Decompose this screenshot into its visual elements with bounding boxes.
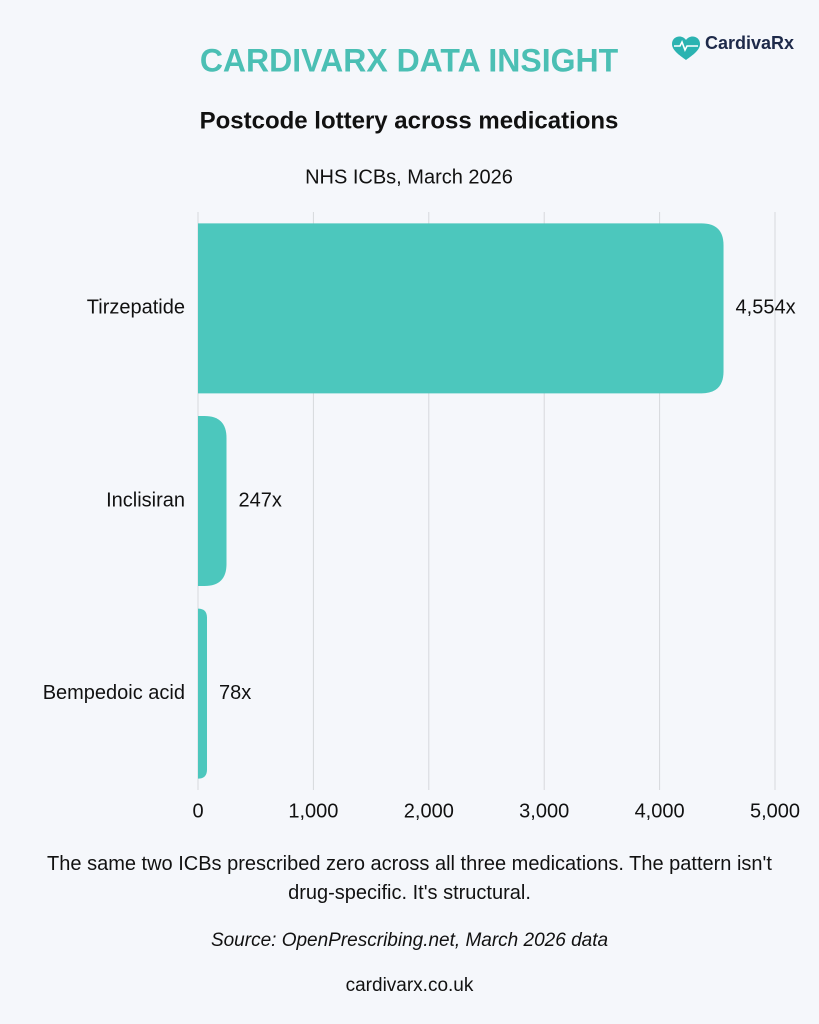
bar <box>198 223 724 394</box>
x-tick-label: 2,000 <box>404 800 454 822</box>
bar <box>198 608 208 779</box>
data-label: 4,554x <box>736 297 796 319</box>
x-tick-label: 1,000 <box>288 800 338 822</box>
data-label: 247x <box>239 489 282 511</box>
source: Source: OpenPrescribing.net, March 2026 … <box>210 930 609 951</box>
x-tick-label: 4,000 <box>635 800 685 822</box>
chart-subtitle: NHS ICBs, March 2026 <box>305 166 513 188</box>
y-tick-label: Tirzepatide <box>87 297 185 319</box>
website: cardivarx.co.uk <box>345 975 474 996</box>
bar <box>198 416 227 586</box>
x-tick-label: 0 <box>192 800 203 822</box>
x-tick-label: 5,000 <box>750 800 800 822</box>
data-label: 78x <box>219 682 251 704</box>
y-tick-label: Bempedoic acid <box>43 682 185 704</box>
logo-pulse <box>674 40 698 52</box>
x-tick-label: 3,000 <box>519 800 569 822</box>
eyebrow: CARDIVARX DATA INSIGHT <box>200 42 619 78</box>
logo-text: CardivaRx <box>705 33 794 53</box>
footer-note: The same two ICBs prescribed zero across… <box>47 853 772 904</box>
y-tick-label: Inclisiran <box>106 489 185 511</box>
chart-title: Postcode lottery across medications <box>200 107 619 134</box>
